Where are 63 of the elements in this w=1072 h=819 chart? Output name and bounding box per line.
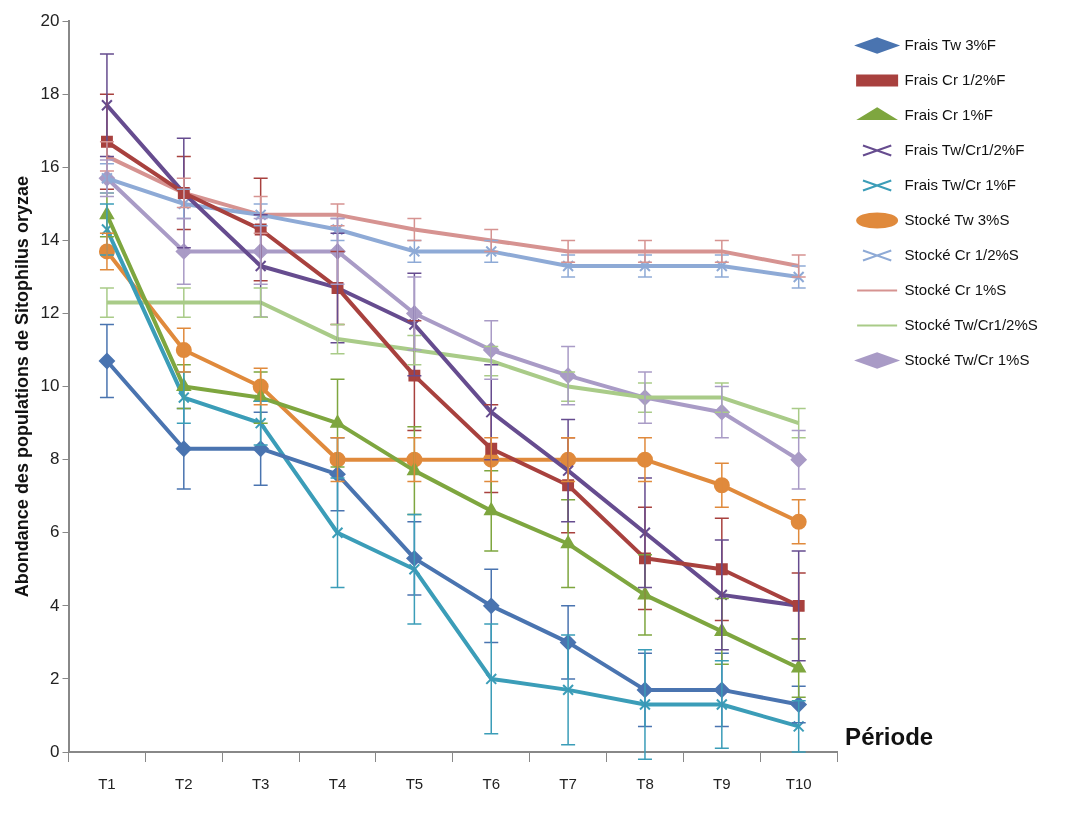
x-tick-label: T1	[98, 775, 116, 793]
y-tick-label: 16	[40, 157, 60, 177]
point	[639, 698, 651, 711]
point	[408, 245, 421, 258]
y-tick-label: 18	[40, 83, 60, 103]
x-tick-label: T7	[559, 775, 577, 793]
x-tick-label: T4	[328, 775, 347, 793]
point	[177, 391, 190, 404]
y-axis-title: Abondance des populations de Sitophilus oryzae	[11, 176, 32, 598]
legend-label: Frais Cr 1%F	[904, 105, 993, 123]
legend-label: Frais Tw 3%F	[904, 35, 997, 53]
point	[100, 223, 113, 236]
y-tick-label: 8	[50, 449, 60, 469]
point	[252, 243, 269, 260]
point	[792, 271, 805, 283]
legend-label: Frais Tw/Cr 1%F	[904, 175, 1017, 193]
y-tick-label: 6	[50, 522, 60, 542]
point	[790, 451, 807, 468]
y-tick-label: 20	[40, 10, 60, 30]
y-tick-label: 10	[40, 376, 60, 396]
x-tick-label: T2	[175, 775, 193, 793]
legend-label: Stocké Tw/Cr1/2%S	[904, 315, 1038, 333]
point	[562, 683, 575, 696]
point	[715, 588, 728, 601]
point	[254, 260, 267, 272]
x-axis-title: Période	[845, 722, 934, 750]
y-tick-label: 12	[40, 303, 60, 323]
point	[100, 99, 113, 112]
point	[562, 260, 575, 272]
x-tick-label: T5	[405, 775, 424, 793]
point	[639, 260, 651, 272]
point	[715, 698, 728, 711]
point	[330, 415, 345, 428]
point	[408, 318, 421, 331]
legend-label: Frais Tw/Cr1/2%F	[904, 140, 1025, 158]
x-tick-label: T3	[251, 775, 270, 793]
point	[406, 305, 423, 322]
legend-label: Frais Cr 1/2%F	[904, 70, 1006, 88]
point	[254, 417, 267, 430]
point	[790, 513, 807, 530]
legend-label: Stocké Tw/Cr 1%S	[904, 350, 1030, 368]
x-tick-label: T6	[482, 775, 500, 793]
point	[562, 464, 575, 477]
point	[485, 406, 498, 419]
y-tick-label: 0	[50, 741, 60, 761]
legend-label: Stocké Tw 3%S	[904, 210, 1010, 228]
x-tick-label: T10	[785, 775, 812, 793]
point	[639, 526, 651, 539]
y-tick-label: 14	[40, 230, 60, 250]
legend-label: Stocké Cr 1/2%S	[904, 245, 1019, 263]
point	[254, 208, 267, 221]
point	[485, 672, 498, 685]
point	[485, 245, 498, 258]
x-tick-label: T9	[713, 775, 731, 793]
x-tick-label: T8	[636, 775, 654, 793]
point	[792, 720, 805, 733]
point	[331, 223, 344, 236]
point	[408, 563, 421, 576]
point	[715, 260, 728, 272]
y-tick-label: 4	[50, 595, 60, 615]
legend-label: Stocké Cr 1%S	[904, 280, 1007, 298]
y-tick-label: 2	[50, 668, 60, 688]
point	[331, 526, 344, 539]
